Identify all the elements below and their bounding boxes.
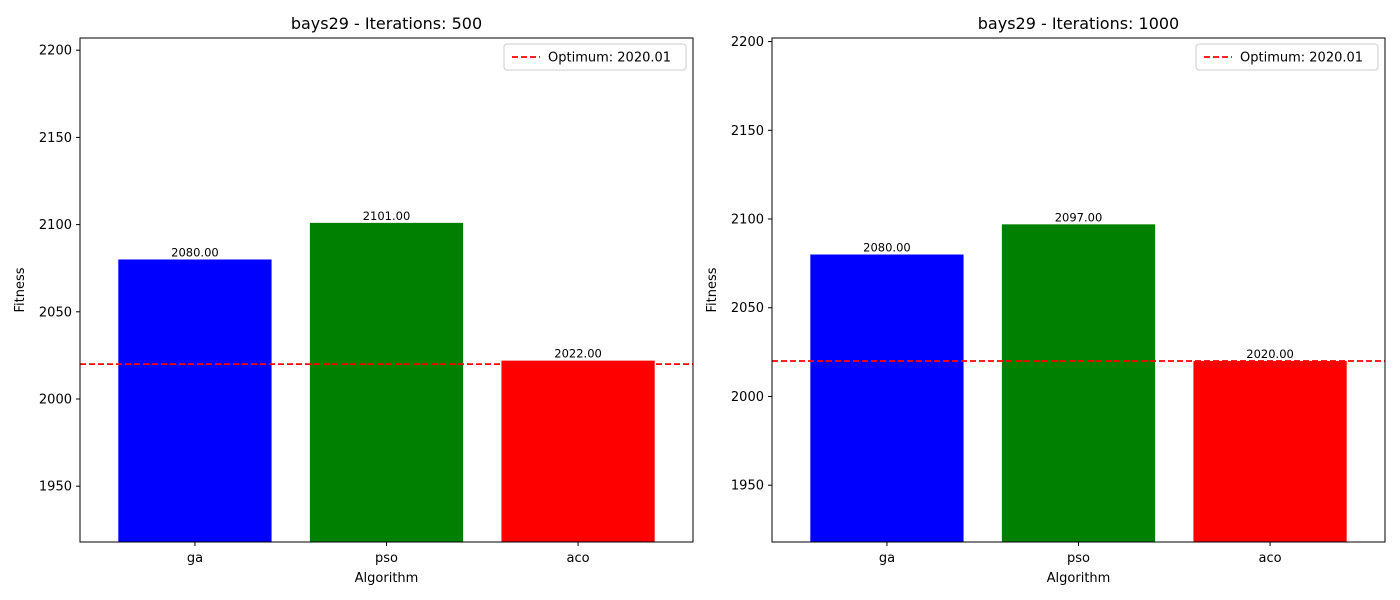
bar-ga — [118, 259, 272, 542]
x-tick-label-ga: ga — [187, 551, 203, 566]
y-tick-label: 2150 — [731, 124, 764, 139]
y-tick-label: 2000 — [39, 392, 72, 407]
legend-box — [503, 43, 687, 71]
legend: Optimum: 2020.01 — [503, 43, 687, 71]
x-tick-label-ga: ga — [879, 551, 895, 566]
y-tick-label: 2050 — [731, 301, 764, 316]
x-tick-label-aco: aco — [567, 551, 590, 566]
x-tick-label-pso: pso — [1067, 551, 1090, 566]
chart-title: bays29 - Iterations: 500 — [291, 14, 482, 33]
y-tick-label: 2100 — [731, 213, 764, 228]
y-axis-label: Fitness — [13, 267, 28, 312]
bar-pso — [1001, 224, 1156, 543]
chart-panel-2: 2080.00 2097.00 2020.00 1950 2000 2050 2100 215… — [705, 14, 1386, 586]
bar-value-label-aco: 2022.00 — [554, 347, 602, 361]
x-tick-label-aco: aco — [1259, 551, 1282, 566]
bar-value-label-pso: 2101.00 — [363, 209, 411, 223]
bar-value-label-ga: 2080.00 — [863, 241, 911, 255]
bar-value-label-pso: 2097.00 — [1055, 210, 1103, 224]
x-axis-label: Algorithm — [355, 571, 419, 586]
bar-aco — [501, 360, 655, 542]
bar-value-label-aco: 2020.00 — [1246, 347, 1294, 361]
y-tick-label: 2200 — [39, 44, 72, 59]
legend: Optimum: 2020.01 — [1195, 43, 1379, 71]
y-tick-label: 2150 — [39, 131, 72, 146]
chart-title: bays29 - Iterations: 1000 — [978, 14, 1179, 33]
bar-aco — [1193, 360, 1347, 542]
bar-value-label-ga: 2080.00 — [171, 245, 219, 259]
y-tick-label: 2200 — [731, 35, 764, 50]
x-axis-label: Algorithm — [1047, 571, 1111, 586]
y-tick-label: 1950 — [731, 479, 764, 494]
y-tick-label: 2000 — [731, 390, 764, 405]
bar-pso — [309, 222, 464, 542]
chart-panel-1: 2080.00 2101.00 2022.00 1950 2000 2050 2100 215… — [13, 14, 694, 586]
x-tick-label-pso: pso — [375, 551, 398, 566]
y-tick-label: 2050 — [39, 305, 72, 320]
legend-label: Optimum: 2020.01 — [1240, 51, 1363, 66]
y-axis-label: Fitness — [705, 267, 720, 312]
bar-ga — [810, 254, 964, 542]
legend-box — [1195, 43, 1379, 71]
y-tick-label: 2100 — [39, 218, 72, 233]
y-tick-label: 1950 — [39, 480, 72, 495]
legend-label: Optimum: 2020.01 — [548, 51, 671, 66]
